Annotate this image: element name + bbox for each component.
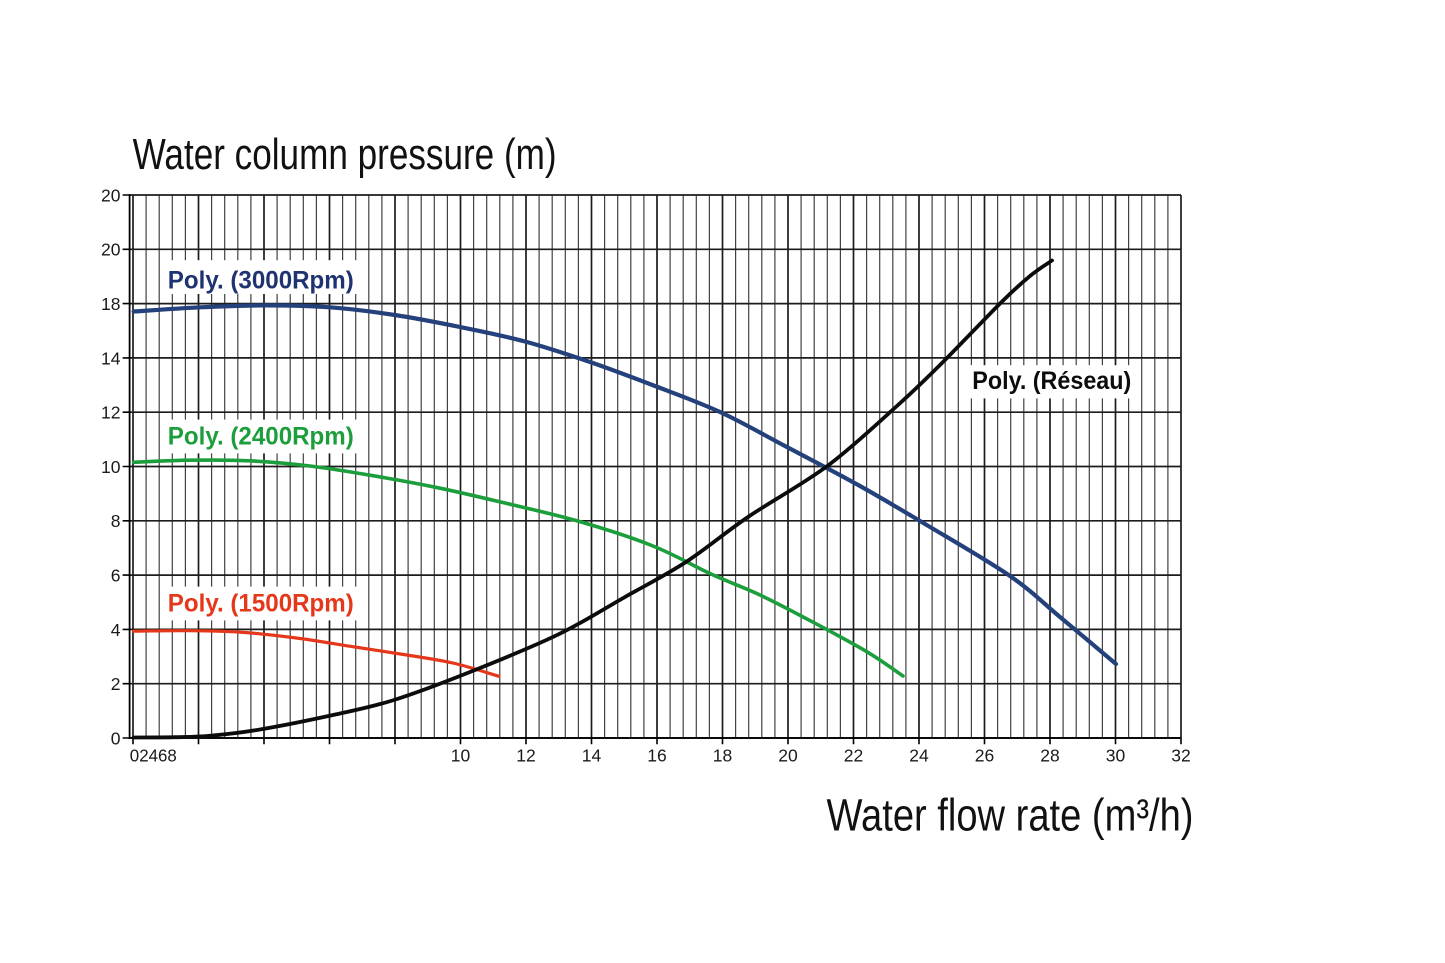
svg-text:8: 8	[111, 511, 121, 531]
svg-text:22: 22	[844, 746, 863, 766]
svg-text:10: 10	[451, 746, 471, 766]
svg-text:Poly. (1500Rpm): Poly. (1500Rpm)	[168, 589, 354, 617]
svg-text:12: 12	[516, 746, 535, 766]
svg-text:0: 0	[111, 728, 121, 748]
svg-text:26: 26	[975, 746, 994, 766]
svg-text:14: 14	[582, 746, 602, 766]
svg-text:28: 28	[1040, 746, 1059, 766]
svg-text:02468: 02468	[130, 746, 177, 766]
svg-text:Poly. (2400Rpm): Poly. (2400Rpm)	[168, 423, 354, 451]
svg-text:2: 2	[111, 674, 121, 694]
svg-text:18: 18	[101, 294, 120, 314]
svg-text:Water flow rate (m³/h): Water flow rate (m³/h)	[827, 790, 1194, 841]
svg-text:20: 20	[101, 240, 121, 260]
svg-text:6: 6	[111, 566, 121, 586]
svg-text:Poly. (Réseau): Poly. (Réseau)	[972, 367, 1131, 395]
svg-text:18: 18	[713, 746, 732, 766]
svg-text:10: 10	[101, 457, 121, 477]
svg-text:24: 24	[909, 746, 929, 766]
svg-text:14: 14	[101, 348, 121, 368]
svg-text:4: 4	[111, 620, 121, 640]
svg-text:30: 30	[1106, 746, 1126, 766]
svg-text:32: 32	[1171, 746, 1190, 766]
svg-text:Water column pressure (m): Water column pressure (m)	[133, 130, 557, 179]
svg-text:20: 20	[778, 746, 798, 766]
svg-text:Poly. (3000Rpm): Poly. (3000Rpm)	[168, 266, 354, 294]
svg-text:16: 16	[647, 746, 666, 766]
svg-text:20: 20	[101, 185, 121, 205]
svg-text:12: 12	[101, 403, 120, 423]
